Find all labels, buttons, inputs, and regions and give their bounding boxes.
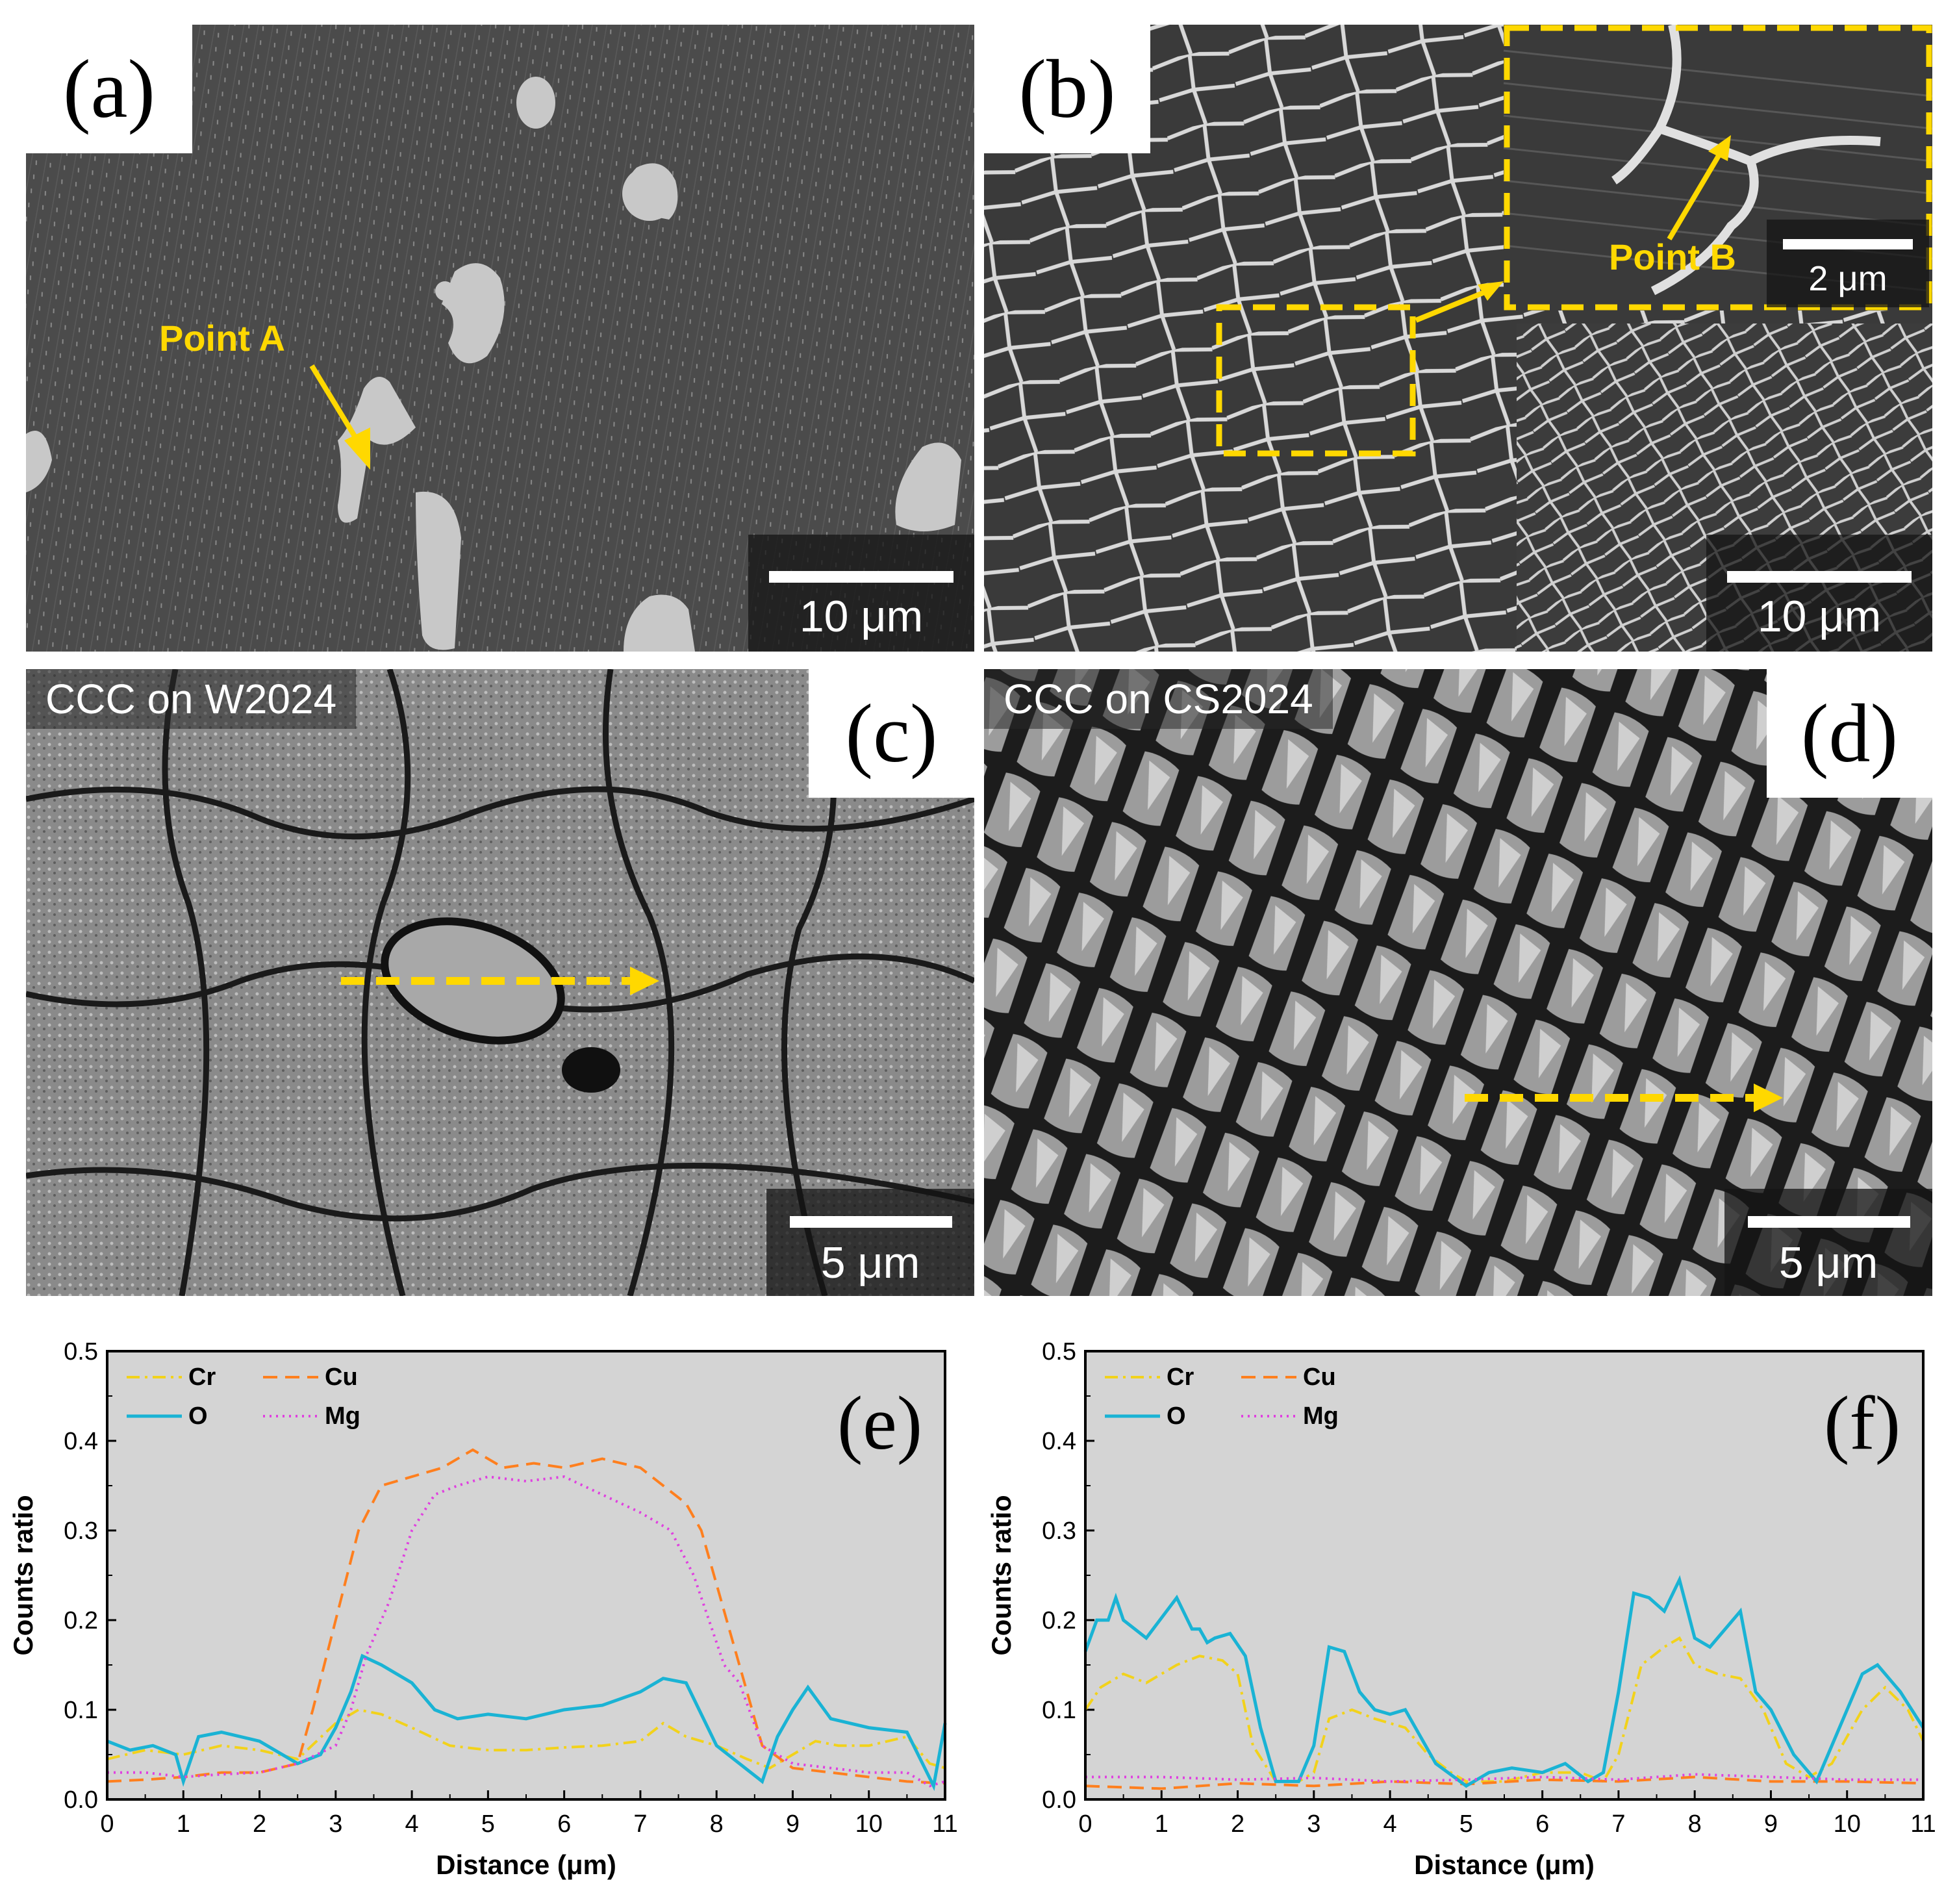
series-line-cu <box>1085 1775 1924 1790</box>
x-tick-label: 5 <box>481 1810 495 1838</box>
x-tick-label: 9 <box>786 1810 800 1838</box>
sem-image-a: (a) Point A 10 μm <box>26 25 974 652</box>
y-tick-label: 0.4 <box>1042 1428 1076 1455</box>
sem-image-c: CCC on W2024 (c) 5 μm <box>26 669 974 1296</box>
y-tick-label: 0.1 <box>1042 1697 1076 1724</box>
legend-label-cu: Cu <box>1303 1364 1336 1391</box>
y-tick-label: 0.0 <box>1042 1786 1076 1814</box>
scale-bar-c: 5 μm <box>766 1189 974 1296</box>
panel-label-d: (d) <box>1767 669 1932 798</box>
x-tick-label: 6 <box>557 1810 571 1838</box>
y-tick-label: 0.0 <box>64 1786 98 1814</box>
sem-image-b: (b) Point B 2 μm 10 μm <box>984 25 1932 652</box>
panel-label-f: (f) <box>1824 1380 1900 1466</box>
sem-image-d: CCC on CS2024 (d) 5 μm <box>984 669 1932 1296</box>
legend-label-o: O <box>188 1403 208 1430</box>
series-line-o <box>107 1653 947 1792</box>
series-line-cu <box>107 1448 946 1785</box>
legend-label-cr: Cr <box>188 1364 216 1391</box>
plot-area <box>1085 1351 1923 1799</box>
caption-c: CCC on W2024 <box>26 669 357 729</box>
panel-label-c: (c) <box>809 669 974 798</box>
point-b-label: Point B <box>1609 236 1736 277</box>
x-axis-label: Distance (μm) <box>436 1849 616 1880</box>
plot-area <box>107 1351 945 1799</box>
x-tick-label: 8 <box>1688 1810 1702 1838</box>
x-tick-label: 9 <box>1764 1810 1778 1838</box>
legend-label-cu: Cu <box>325 1364 358 1391</box>
legend-label-cr: Cr <box>1167 1364 1194 1391</box>
legend: Cr Cu O Mg <box>1105 1364 1339 1430</box>
x-tick-label: 2 <box>1231 1810 1244 1838</box>
inset-scale-label-b: 2 μm <box>1808 259 1888 298</box>
x-tick-label: 1 <box>1155 1810 1168 1838</box>
y-tick-label: 0.5 <box>64 1338 98 1365</box>
y-tick-label: 0.4 <box>64 1428 98 1455</box>
panel-label-b: (b) <box>984 25 1150 153</box>
x-tick-label: 1 <box>177 1810 190 1838</box>
line-chart-f: 0 1 2 3 4 5 6 7 8 9 10 11 0.0 0.1 0.2 0.3 0.4 0.5 Distance… <box>986 1338 1936 1880</box>
legend-label-mg: Mg <box>325 1403 360 1430</box>
y-axis-label: Counts ratio <box>8 1495 38 1655</box>
x-tick-label: 3 <box>329 1810 342 1838</box>
y-tick-label: 0.2 <box>64 1607 98 1634</box>
x-tick-label: 8 <box>710 1810 724 1838</box>
y-axis-label: Counts ratio <box>986 1495 1016 1655</box>
y-tick-label: 0.2 <box>1042 1607 1076 1634</box>
scale-label-d: 5 μm <box>1778 1238 1878 1288</box>
panel-label-e: (e) <box>837 1380 922 1466</box>
caption-d: CCC on CS2024 <box>984 669 1333 729</box>
x-tick-label: 0 <box>100 1810 114 1838</box>
x-tick-label: 3 <box>1307 1810 1320 1838</box>
point-a-label: Point A <box>159 318 285 359</box>
x-tick-label: 4 <box>1383 1810 1397 1838</box>
x-tick-label: 11 <box>1910 1810 1936 1838</box>
legend-label-mg: Mg <box>1303 1403 1339 1430</box>
x-tick-label: 7 <box>1611 1810 1625 1838</box>
y-tick-label: 0.1 <box>64 1697 98 1724</box>
scale-label-c: 5 μm <box>820 1238 920 1288</box>
series-line-cr <box>1084 1636 1925 1783</box>
scale-bar-a: 10 μm <box>748 535 974 652</box>
x-tick-label: 10 <box>855 1810 883 1838</box>
panel-label-a: (a) <box>26 25 192 153</box>
series-line-cr <box>107 1708 946 1770</box>
legend-label-o: O <box>1167 1403 1186 1430</box>
x-tick-label: 5 <box>1459 1810 1473 1838</box>
x-tick-label: 4 <box>405 1810 419 1838</box>
scale-label-a: 10 μm <box>799 592 924 641</box>
x-tick-label: 2 <box>253 1810 266 1838</box>
plot-frame <box>106 1350 946 1801</box>
plot-frame <box>1084 1350 1925 1801</box>
line-chart-e: 0 1 2 3 4 5 6 7 8 9 10 11 0.0 0.1 0.2 0.3 0.4 0.5 Distance… <box>8 1338 958 1880</box>
scale-bar-b: 10 μm <box>1706 535 1932 652</box>
precipitates-a <box>26 77 961 652</box>
x-tick-label: 0 <box>1078 1810 1092 1838</box>
x-tick-label: 6 <box>1535 1810 1549 1838</box>
y-tick-label: 0.3 <box>64 1517 98 1545</box>
series-line-o <box>1083 1575 1925 1788</box>
scale-label-b: 10 μm <box>1757 592 1882 641</box>
x-tick-label: 11 <box>932 1810 957 1838</box>
legend: Cr Cu O Mg <box>127 1364 360 1430</box>
y-tick-label: 0.5 <box>1042 1338 1076 1365</box>
x-tick-label: 10 <box>1834 1810 1861 1838</box>
y-tick-label: 0.3 <box>1042 1517 1076 1545</box>
callout-arrow-a <box>309 364 370 470</box>
x-tick-label: 7 <box>633 1810 647 1838</box>
series-line-mg <box>107 1475 946 1788</box>
x-axis-label: Distance (μm) <box>1414 1849 1595 1880</box>
scale-bar-d: 5 μm <box>1724 1189 1932 1296</box>
